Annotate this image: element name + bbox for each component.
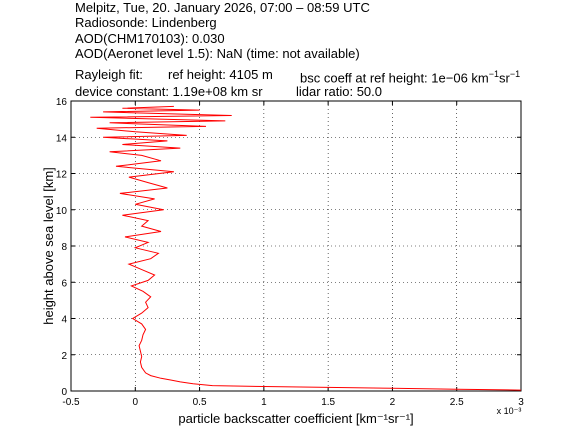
y-tick-label: 8 (61, 242, 67, 253)
y-tick-label: 6 (61, 278, 67, 289)
x-axis-multiplier: x 10⁻³ (497, 406, 522, 416)
bsc-exp-2: −1 (509, 69, 521, 79)
y-tick-label: 14 (56, 133, 68, 144)
title-aod-chm: AOD(CHM170103): 0.030 (75, 31, 225, 46)
y-tick-label: 4 (61, 315, 67, 326)
y-tick-label: 12 (56, 170, 68, 181)
x-tick-label: 0.5 (193, 397, 207, 408)
title-rayleigh-label: Rayleigh fit: (75, 67, 143, 82)
title-line-1: Melpitz, Tue, 20. January 2026, 07:00 – … (75, 0, 370, 15)
title-device-constant: device constant: 1.19e+08 km sr (75, 84, 263, 99)
bsc-unit-sr: sr (499, 70, 510, 86)
grid-lines (71, 101, 521, 391)
x-tick-label: 1.5 (321, 397, 335, 408)
bsc-exp-1: −1 (488, 69, 500, 79)
series-line (90, 105, 522, 391)
title-bsc-coeff: bsc coeff at ref height: 1e−06 km−1sr−1 (300, 67, 520, 85)
y-tick-label: 10 (56, 206, 68, 217)
x-tick-label: 1 (261, 397, 267, 408)
title-lidar-ratio: lidar ratio: 50.0 (296, 84, 382, 99)
x-tick-label: 2.5 (450, 397, 464, 408)
y-tick-label: 2 (61, 351, 67, 362)
x-tick-label: 3 (518, 397, 524, 408)
x-axis-label: particle backscatter coefficient [km⁻¹sr… (178, 411, 413, 426)
x-tick-label: 2 (390, 397, 396, 408)
y-tick-label: 0 (61, 387, 67, 398)
x-tick-label: -0.5 (62, 397, 80, 408)
title-ref-height: ref height: 4105 m (168, 67, 273, 82)
x-tick-label: 0 (133, 397, 139, 408)
y-axis-label: height above sea level [km] (41, 167, 56, 325)
title-radiosonde: Radiosonde: Lindenberg (75, 15, 217, 30)
bsc-coeff-text: bsc coeff at ref height: 1e−06 km (300, 70, 489, 86)
y-tick-label: 16 (56, 97, 68, 108)
title-aod-aeronet: AOD(Aeronet level 1.5): NaN (time: not a… (75, 46, 360, 61)
